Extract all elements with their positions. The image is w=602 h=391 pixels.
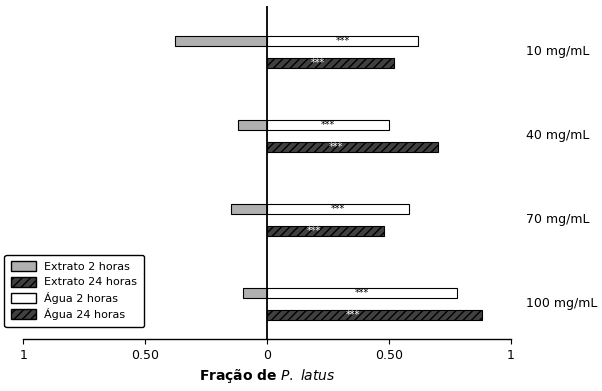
Bar (267, 120, 389, 130)
Text: ***: *** (307, 226, 321, 236)
Bar (267, 36, 418, 46)
Bar (267, 226, 384, 236)
Bar (231, 204, 267, 214)
Legend: Extrato 2 horas, Extrato 24 horas, Água 2 horas, Água 24 horas: Extrato 2 horas, Extrato 24 horas, Água … (4, 255, 144, 327)
Text: 70 mg/mL: 70 mg/mL (526, 213, 589, 226)
Bar (267, 204, 409, 214)
Text: ***: *** (321, 120, 335, 130)
Bar (267, 142, 438, 152)
Text: 10 mg/mL: 10 mg/mL (526, 45, 589, 58)
Text: 40 mg/mL: 40 mg/mL (526, 129, 589, 142)
Text: ***: *** (328, 142, 343, 152)
Bar (243, 288, 267, 298)
Text: ***: *** (355, 288, 370, 298)
Bar (267, 310, 482, 320)
Bar (238, 120, 267, 130)
Text: ***: *** (311, 58, 325, 68)
Text: ***: *** (330, 204, 345, 214)
Text: 100 mg/mL: 100 mg/mL (526, 298, 597, 310)
Text: ***: *** (346, 310, 360, 320)
Bar (175, 36, 267, 46)
Bar (267, 57, 394, 68)
Bar (267, 288, 458, 298)
Text: ***: *** (336, 36, 350, 46)
X-axis label: $\mathbf{Fração\ de\ }$$\mathit{P.\ latus}$: $\mathbf{Fração\ de\ }$$\mathit{P.\ latu… (199, 368, 335, 386)
